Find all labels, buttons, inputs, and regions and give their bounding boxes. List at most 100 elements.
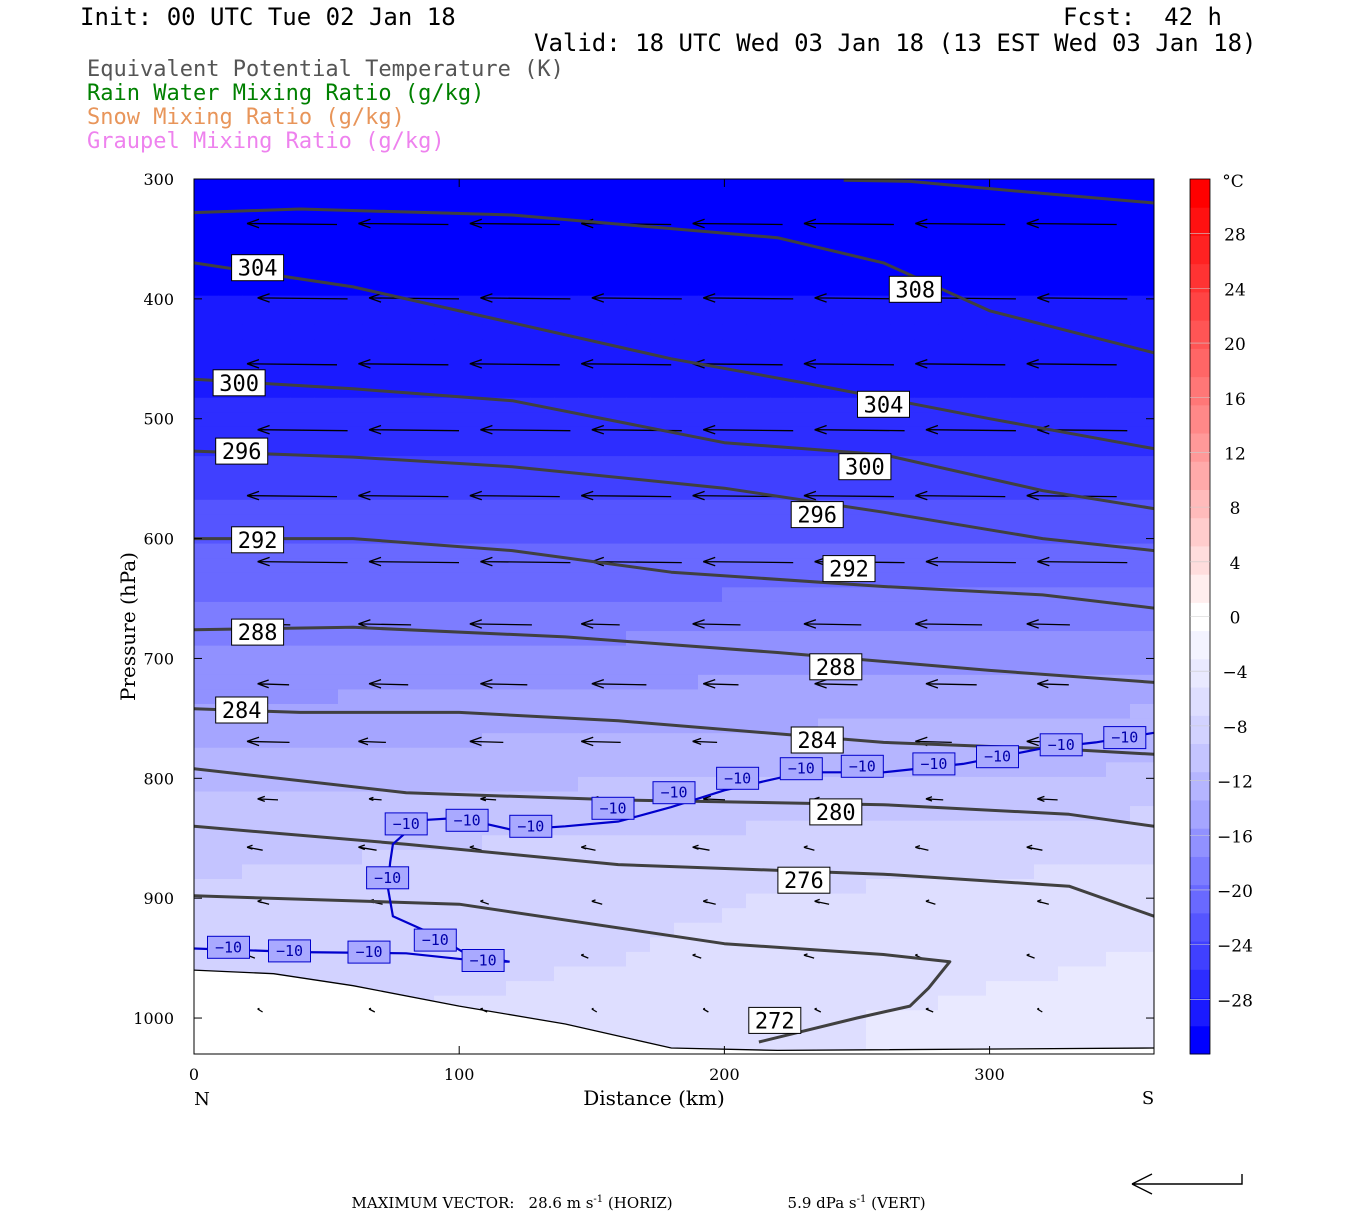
y-tick-label: 1000	[133, 1009, 174, 1028]
temp-cell	[314, 237, 339, 253]
temp-cell	[314, 966, 339, 982]
temp-cell	[218, 281, 243, 297]
temp-cell	[410, 864, 435, 880]
temp-cell	[698, 310, 723, 326]
temp-cell	[482, 281, 507, 297]
temp-cell	[530, 499, 555, 516]
temp-cell	[530, 485, 555, 501]
theta-e-label-box	[231, 618, 285, 646]
temp-cell	[1010, 295, 1035, 311]
temp-cell	[650, 966, 675, 982]
temp-cell	[290, 208, 315, 224]
temp-cell	[794, 558, 819, 574]
temp-cell	[506, 995, 531, 1011]
temp-cell	[1106, 383, 1131, 399]
temp-cell	[434, 747, 459, 763]
temp-cell	[914, 631, 939, 647]
temp-cell	[698, 266, 723, 282]
temp-cell	[1130, 1024, 1154, 1041]
temp-cell	[194, 222, 219, 238]
temp-cell	[842, 485, 867, 501]
temp-cell	[698, 470, 723, 486]
colorbar-tick-label: 28	[1224, 226, 1246, 246]
temp-cell	[770, 339, 795, 355]
temp-cell	[698, 601, 723, 618]
temp-cell	[314, 543, 339, 559]
temp-cell	[602, 179, 627, 195]
temp-cell	[938, 674, 963, 691]
temp-cell	[890, 893, 915, 909]
temp-cell	[434, 733, 459, 749]
temp-cell	[674, 631, 699, 647]
temp-cell	[314, 310, 339, 326]
temp-cell	[530, 922, 555, 938]
temp-cell	[746, 951, 771, 968]
temp-cell	[770, 426, 795, 443]
temp-cell	[410, 281, 435, 297]
temp-cell	[1034, 631, 1059, 647]
colorbar-segment	[1190, 433, 1210, 462]
temp-cell	[218, 412, 243, 428]
temp-cell	[650, 237, 675, 253]
temp-cell	[314, 368, 339, 384]
temp-cell	[890, 616, 915, 632]
temp-cell	[482, 995, 507, 1011]
temp-cell	[194, 689, 219, 705]
temp-cell	[890, 937, 915, 953]
wind-arrow	[580, 490, 672, 501]
temp-cell	[674, 601, 699, 618]
temp-cell	[1058, 456, 1083, 472]
temp-cell	[530, 776, 555, 793]
wind-arrow	[1036, 1007, 1043, 1013]
temp-cell	[890, 631, 915, 647]
wind-arrow	[1037, 293, 1128, 303]
temp-cell	[338, 295, 363, 311]
temp-cell	[266, 339, 291, 355]
temp-cell	[578, 281, 603, 297]
temp-cell	[626, 937, 651, 953]
temp-cell	[1082, 1024, 1107, 1041]
temp-cell	[362, 747, 387, 763]
temp-cell	[410, 762, 435, 778]
temp-cell	[386, 908, 411, 924]
temp-cell	[554, 616, 579, 632]
temp-cell	[1010, 733, 1035, 749]
temp-cell	[962, 558, 987, 574]
temp-cell	[818, 251, 843, 268]
temp-cell	[986, 499, 1011, 516]
temp-cell	[962, 383, 987, 399]
temp-cell	[602, 1010, 627, 1026]
temp-cell	[458, 485, 483, 501]
temp-cell	[1082, 470, 1107, 486]
temp-cell	[578, 237, 603, 253]
temp-cell	[506, 835, 531, 851]
temp-cell	[722, 412, 747, 428]
temp-cell	[698, 981, 723, 997]
temp-cell	[554, 193, 579, 209]
temp-cell	[434, 864, 459, 880]
temp-cell	[1010, 222, 1035, 238]
theta-e-label: 288	[816, 656, 856, 681]
temp-cell	[818, 397, 843, 413]
temp-cell	[770, 310, 795, 326]
temp-cell	[698, 208, 723, 224]
isotherm-label: −10	[984, 748, 1011, 766]
temp-cell	[1130, 776, 1154, 793]
temp-cell	[218, 835, 243, 851]
temp-cell	[698, 499, 723, 516]
temp-cell	[458, 412, 483, 428]
temp-cell	[338, 441, 363, 457]
wind-arrow	[803, 953, 815, 959]
temp-cell	[674, 397, 699, 413]
temp-cell	[362, 572, 387, 588]
temp-cell	[266, 208, 291, 224]
isotherm-label: −10	[920, 755, 947, 773]
temp-cell	[434, 981, 459, 997]
temp-cell	[626, 645, 651, 661]
temp-cell	[266, 689, 291, 705]
temp-cell	[410, 674, 435, 691]
temp-cell	[338, 412, 363, 428]
valid-time-label: Valid: 18 UTC Wed 03 Jan 18 (13 EST Wed …	[534, 29, 1257, 57]
temp-cell	[1010, 689, 1035, 705]
theta-e-line-292	[194, 537, 1154, 610]
